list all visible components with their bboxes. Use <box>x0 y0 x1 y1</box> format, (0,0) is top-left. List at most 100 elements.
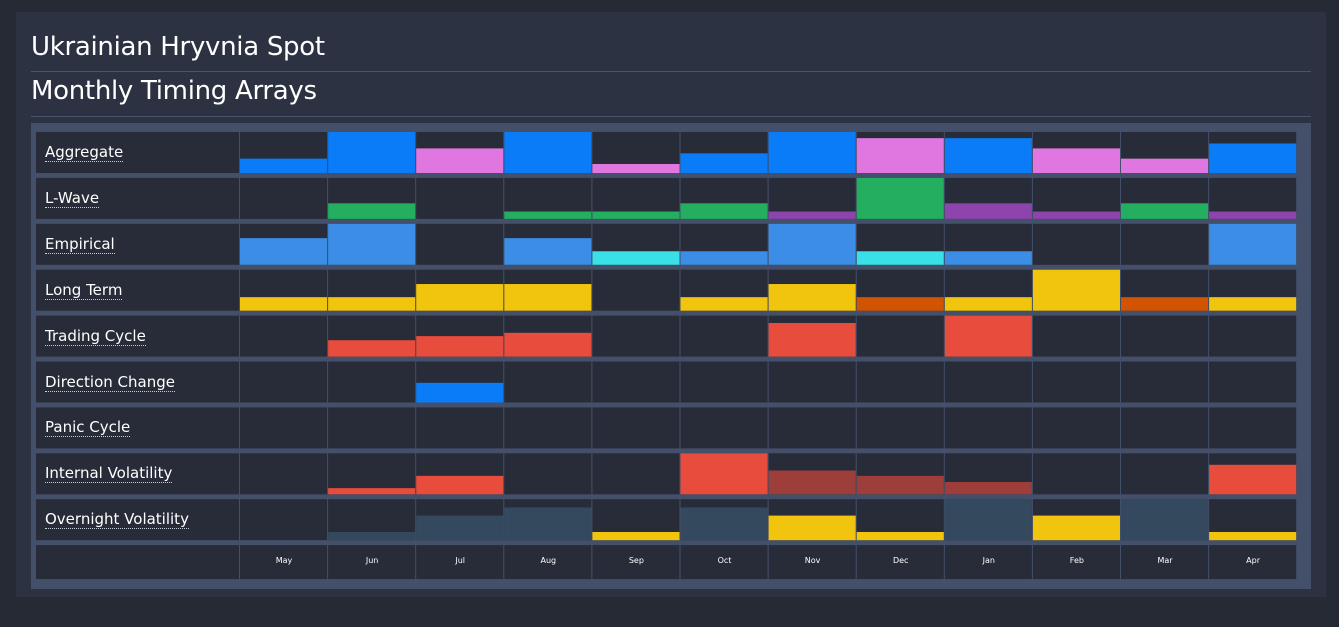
heat-bar <box>416 475 504 495</box>
timing-array-chart <box>36 132 1297 580</box>
month-axis-cell <box>1209 545 1297 580</box>
row-label[interactable]: L-Wave <box>45 188 100 208</box>
row-label[interactable]: Trading Cycle <box>45 326 146 346</box>
month-axis-cell <box>328 545 416 580</box>
heat-bar <box>1121 203 1209 219</box>
heat-bar <box>328 223 416 265</box>
heat-cell <box>240 407 328 449</box>
heat-bar <box>416 336 504 357</box>
heat-bar <box>944 297 1032 311</box>
month-tick-label: Sep <box>628 556 644 565</box>
heat-bar <box>504 211 592 219</box>
month-tick-label: Feb <box>1069 556 1084 565</box>
heat-cell <box>1121 223 1209 265</box>
subtitle-divider <box>31 116 1311 117</box>
month-axis-cell <box>944 545 1032 580</box>
heat-cell <box>1032 453 1120 495</box>
heat-bar <box>768 223 856 265</box>
heat-bar <box>416 382 504 403</box>
heat-bar <box>1032 515 1120 541</box>
row-label[interactable]: Overnight Volatility <box>45 510 189 530</box>
row-label[interactable]: Direction Change <box>45 372 175 392</box>
heat-cell <box>944 361 1032 403</box>
heat-cell <box>504 453 592 495</box>
month-axis-cell <box>680 545 768 580</box>
heat-bar <box>944 203 1032 219</box>
heat-cell <box>504 407 592 449</box>
heat-cell <box>680 361 768 403</box>
heat-bar <box>768 132 856 173</box>
row-label[interactable]: Long Term <box>45 280 123 300</box>
row-label-cell <box>36 453 239 495</box>
heat-cell <box>680 407 768 449</box>
heat-cell <box>1209 407 1297 449</box>
heat-bar <box>1209 223 1297 265</box>
month-tick-label: Nov <box>804 556 821 565</box>
heat-bar <box>416 515 504 541</box>
heat-bar <box>1121 297 1209 311</box>
month-axis-cell <box>592 545 680 580</box>
chart-panel: Ukrainian Hryvnia Spot Monthly Timing Ar… <box>16 12 1326 597</box>
heat-bar <box>944 251 1032 265</box>
heat-bar <box>768 284 856 311</box>
heat-cell <box>592 269 680 311</box>
heat-cell <box>680 315 768 357</box>
heat-bar <box>504 238 592 265</box>
heat-bar <box>680 453 768 495</box>
heat-cell <box>416 177 504 219</box>
month-axis-cell <box>504 545 592 580</box>
heat-cell <box>1121 407 1209 449</box>
month-tick-label: Jan <box>982 556 995 565</box>
heat-bar <box>856 532 944 541</box>
heat-bar <box>328 488 416 495</box>
heat-bar <box>856 177 944 219</box>
month-axis-cell <box>1032 545 1120 580</box>
heat-bar <box>680 153 768 173</box>
timing-array-grid: Aggregate L-Wave Empirical Long Term Trading… <box>31 123 1311 589</box>
row-label[interactable]: Panic Cycle <box>45 418 131 438</box>
row-label[interactable]: Internal Volatility <box>45 464 173 484</box>
row-label[interactable]: Aggregate <box>45 143 124 162</box>
heat-bar <box>1209 143 1297 173</box>
heat-bar <box>416 284 504 311</box>
heat-cell <box>240 177 328 219</box>
heat-cell <box>1032 315 1120 357</box>
heat-bar <box>240 158 328 173</box>
heat-bar <box>328 132 416 173</box>
heat-cell <box>856 407 944 449</box>
heat-bar <box>416 148 504 173</box>
heat-bar <box>944 315 1032 357</box>
heat-cell <box>240 315 328 357</box>
month-axis-cell <box>856 545 944 580</box>
heat-cell <box>592 453 680 495</box>
heat-bar <box>768 515 856 541</box>
heat-bar <box>240 297 328 311</box>
heat-cell <box>328 407 416 449</box>
heat-bar <box>1209 211 1297 219</box>
heat-bar <box>592 163 680 173</box>
month-tick-label: May <box>275 556 293 565</box>
heat-cell <box>240 453 328 495</box>
heat-bar <box>1032 269 1120 311</box>
row-label-cell <box>36 361 239 403</box>
heat-cell <box>1032 361 1120 403</box>
month-tick-label: Aug <box>540 556 557 565</box>
heat-cell <box>1209 361 1297 403</box>
month-tick-label: Jun <box>365 556 379 565</box>
page-title: Ukrainian Hryvnia Spot <box>31 32 325 62</box>
month-tick-label: Oct <box>717 556 732 565</box>
heat-bar <box>768 470 856 495</box>
heat-cell <box>768 407 856 449</box>
row-label[interactable]: Empirical <box>45 234 115 254</box>
heat-cell <box>856 361 944 403</box>
heat-bar <box>504 284 592 311</box>
heat-bar <box>944 499 1032 541</box>
heat-bar <box>1121 499 1209 541</box>
heat-cell <box>240 499 328 541</box>
heat-cell <box>416 407 504 449</box>
title-divider <box>31 71 1311 72</box>
row-label-cell <box>36 223 239 265</box>
heat-bar <box>856 475 944 495</box>
heat-bar <box>240 238 328 265</box>
heat-cell <box>1121 453 1209 495</box>
